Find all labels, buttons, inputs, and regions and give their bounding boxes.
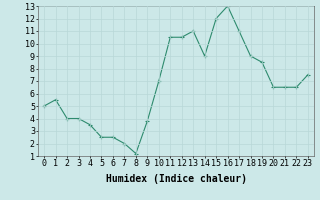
X-axis label: Humidex (Indice chaleur): Humidex (Indice chaleur)	[106, 174, 246, 184]
